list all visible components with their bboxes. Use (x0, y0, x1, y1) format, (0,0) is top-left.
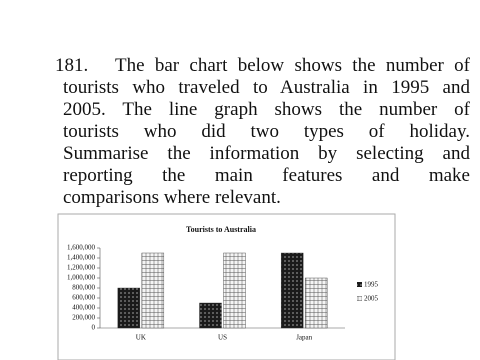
y-tick-label: 400,000 (72, 304, 95, 312)
bar (199, 302, 222, 329)
y-tick-label: 200,000 (72, 314, 95, 322)
y-tick-label: 1,600,000 (67, 244, 96, 252)
question-line: Summarise the information by selecting a… (63, 143, 470, 164)
question-number: 181. (55, 55, 89, 76)
legend-marker (357, 296, 362, 301)
bar (223, 252, 246, 329)
y-tick-label: 1,200,000 (67, 264, 96, 272)
question-line: 2005. The line graph shows the number of (63, 99, 470, 120)
y-tick-label: 1,400,000 (67, 254, 96, 262)
chart-title: Tourists to Australia (186, 225, 256, 234)
question-line: tourists who traveled to Australia in 19… (63, 77, 470, 98)
bar (117, 287, 141, 329)
y-tick-label: 0 (92, 324, 96, 332)
question-line: reporting the main features and make (63, 165, 470, 186)
legend-label: 2005 (364, 295, 379, 303)
question-line: comparisons where relevant. (63, 187, 281, 208)
bar (141, 252, 165, 329)
bar (280, 252, 304, 329)
legend-marker (357, 282, 362, 287)
x-tick-label: US (218, 334, 227, 342)
x-tick-label: UK (136, 334, 146, 342)
x-tick-label: Japan (296, 334, 312, 342)
bar (304, 277, 328, 329)
question-line: The bar chart below shows the number of (115, 55, 470, 76)
y-tick-label: 800,000 (72, 284, 95, 292)
y-tick-label: 600,000 (72, 294, 95, 302)
y-tick-label: 1,000,000 (67, 274, 96, 282)
legend-label: 1995 (364, 281, 379, 289)
question-line: tourists who did two types of holiday. (63, 121, 470, 142)
